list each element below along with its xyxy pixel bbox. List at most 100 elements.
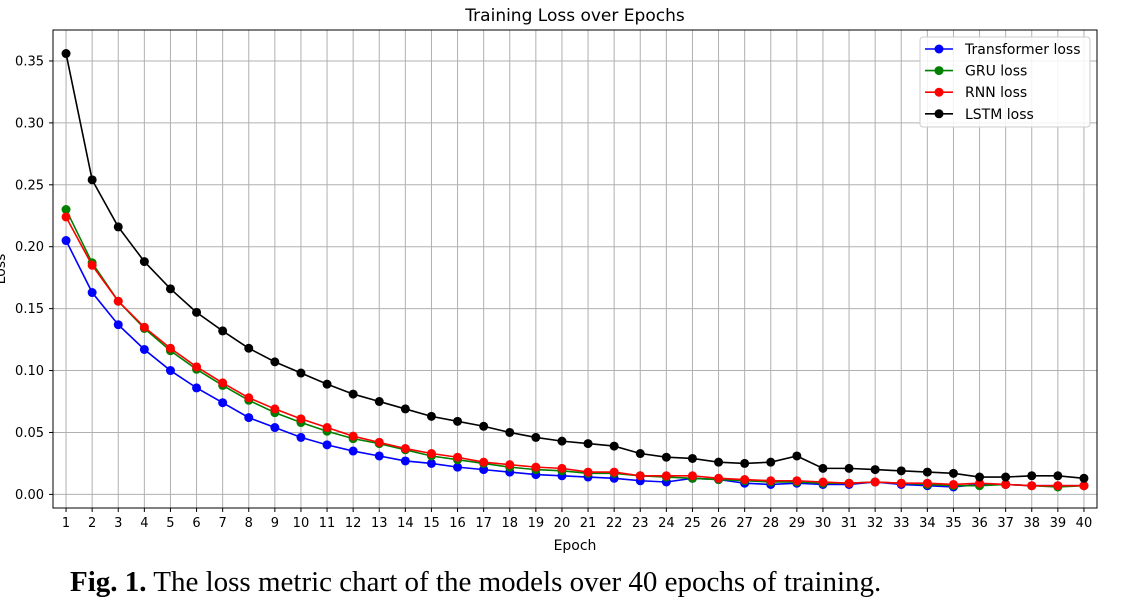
caption-label: Fig. 1. — [70, 566, 147, 598]
rnn-loss-point — [661, 471, 671, 481]
rnn-loss-point — [348, 431, 358, 441]
lstm-loss-point — [687, 453, 697, 463]
x-axis-label: Epoch — [554, 538, 597, 554]
y-tick-label: 0.10 — [15, 364, 44, 379]
rnn-loss-point — [740, 475, 750, 485]
lstm-loss-point — [792, 451, 802, 461]
lstm-loss-point — [270, 357, 280, 367]
rnn-loss-point — [139, 322, 149, 332]
rnn-loss-point — [870, 477, 880, 487]
x-tick-label: 1 — [62, 516, 70, 531]
transformer-loss-point — [453, 462, 463, 472]
lstm-loss-point — [531, 432, 541, 442]
lstm-loss-point — [635, 449, 645, 459]
transformer-loss-point — [400, 456, 410, 466]
lstm-loss-point — [113, 222, 123, 232]
lstm-loss-point — [244, 343, 254, 353]
y-tick-label: 0.00 — [15, 488, 44, 503]
lstm-loss-point — [374, 397, 384, 407]
x-tick-label: 20 — [554, 516, 571, 531]
transformer-loss-point — [165, 366, 175, 376]
rnn-loss-point — [714, 473, 724, 483]
legend-item-lstm-loss: LSTM loss — [925, 107, 1034, 123]
x-tick-label: 10 — [293, 516, 310, 531]
lstm-loss-point — [975, 472, 985, 482]
lstm-loss-point — [922, 467, 932, 477]
transformer-loss-point — [348, 446, 358, 456]
rnn-loss-point — [400, 444, 410, 454]
rnn-loss-point — [1027, 481, 1037, 491]
lstm-loss-point — [453, 416, 463, 426]
transformer-loss-point — [374, 451, 384, 461]
transformer-loss-point — [270, 423, 280, 433]
gru-loss-point — [61, 205, 71, 215]
chart-title: Training Loss over Epochs — [464, 6, 685, 26]
x-tick-label: 26 — [710, 516, 727, 531]
transformer-loss-point — [479, 465, 489, 475]
x-tick-label: 39 — [1050, 516, 1067, 531]
lstm-loss-point — [948, 468, 958, 478]
rnn-loss-point — [1001, 479, 1011, 489]
x-tick-label: 40 — [1076, 516, 1093, 531]
rnn-loss-point — [426, 449, 436, 459]
rnn-loss-point — [766, 476, 776, 486]
rnn-loss-point — [975, 478, 985, 488]
grid — [53, 30, 1097, 508]
y-tick-label: 0.35 — [15, 54, 44, 69]
rnn-loss-point — [792, 476, 802, 486]
x-tick-label: 33 — [893, 516, 910, 531]
x-tick-label: 36 — [971, 516, 988, 531]
ticks: 1 2 3 4 5 6 7 8 9 10 11 12 13 14 15 16 17 18 19 20 21 22 23 24 2… — [15, 54, 1092, 531]
legend-item-rnn-loss: RNN loss — [925, 85, 1027, 101]
lstm-loss-point — [1079, 473, 1089, 483]
lstm-loss-point — [479, 421, 489, 431]
y-tick-label: 0.30 — [15, 116, 44, 131]
transformer-loss-point — [87, 288, 97, 298]
x-tick-label: 27 — [736, 516, 753, 531]
x-tick-label: 30 — [815, 516, 832, 531]
x-tick-label: 6 — [192, 516, 200, 531]
caption-text: The loss metric chart of the models over… — [146, 566, 882, 598]
y-axis-label: Loss — [0, 254, 9, 285]
rnn-loss-point — [557, 463, 567, 473]
transformer-loss-point — [113, 320, 123, 330]
rnn-loss-point — [922, 478, 932, 488]
transformer-loss-point — [218, 398, 228, 408]
transformer-loss-point — [426, 458, 436, 468]
x-tick-label: 7 — [219, 516, 227, 531]
lstm-loss-point — [1027, 471, 1037, 481]
lstm-loss-point — [896, 466, 906, 476]
rnn-loss-point — [505, 460, 515, 470]
legend-marker — [934, 87, 944, 97]
legend-item-gru-loss: GRU loss — [925, 64, 1027, 80]
legend-label: LSTM loss — [965, 107, 1034, 123]
series-layer — [61, 49, 1089, 492]
x-tick-label: 5 — [166, 516, 174, 531]
rnn-loss-point — [453, 452, 463, 462]
loss-chart: 1 2 3 4 5 6 7 8 9 10 11 12 13 14 15 16 17 18 19 20 21 22 23 24 2… — [0, 6, 1098, 554]
rnn-loss-point — [1053, 481, 1063, 491]
x-tick-label: 29 — [789, 516, 806, 531]
rnn-loss-point — [218, 378, 228, 388]
lstm-loss-point — [139, 257, 149, 267]
x-tick-label: 19 — [528, 516, 545, 531]
x-tick-label: 23 — [632, 516, 649, 531]
rnn-loss-series — [61, 212, 1089, 491]
x-tick-label: 34 — [919, 516, 936, 531]
rnn-loss-point — [87, 260, 97, 270]
rnn-loss-point — [479, 457, 489, 467]
legend-label: GRU loss — [965, 64, 1027, 80]
rnn-loss-point — [244, 393, 254, 403]
x-tick-label: 28 — [762, 516, 779, 531]
rnn-loss-point — [270, 404, 280, 414]
rnn-loss-point — [609, 467, 619, 477]
rnn-loss-point — [61, 212, 71, 222]
transformer-loss-point — [322, 440, 332, 450]
lstm-loss-point — [844, 463, 854, 473]
x-tick-label: 32 — [867, 516, 884, 531]
rnn-loss-point — [635, 471, 645, 481]
rnn-loss-point — [165, 343, 175, 353]
transformer-loss-point — [61, 236, 71, 246]
x-tick-label: 9 — [271, 516, 279, 531]
